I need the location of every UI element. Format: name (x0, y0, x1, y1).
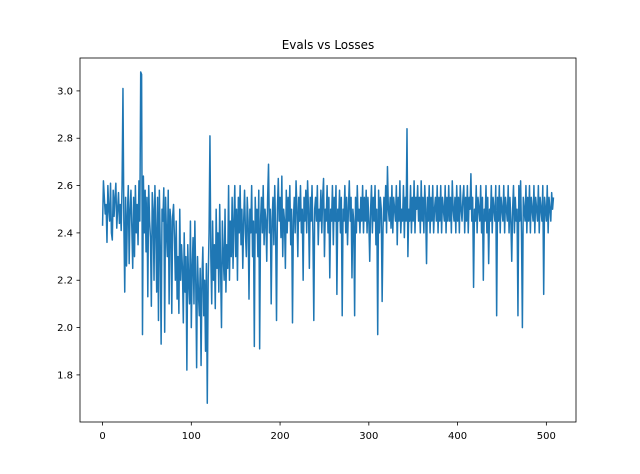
y-tick-label: 2.0 (57, 323, 73, 334)
y-tick-label: 2.4 (57, 228, 73, 239)
x-tick-label: 300 (359, 431, 378, 442)
y-tick-label: 1.8 (57, 370, 73, 381)
x-tick-label: 100 (182, 431, 201, 442)
x-tick-label: 400 (448, 431, 467, 442)
x-tick-label: 200 (271, 431, 290, 442)
x-tick-label: 0 (99, 431, 105, 442)
line-series (101, 71, 555, 405)
chart-title: Evals vs Losses (282, 38, 375, 52)
y-tick-label: 2.2 (57, 276, 73, 287)
plot-frame (79, 57, 577, 423)
x-tick-label: 500 (537, 431, 556, 442)
y-tick-label: 2.8 (57, 134, 73, 145)
y-tick-label: 2.6 (57, 181, 73, 192)
y-tick-label: 3.0 (57, 86, 73, 97)
